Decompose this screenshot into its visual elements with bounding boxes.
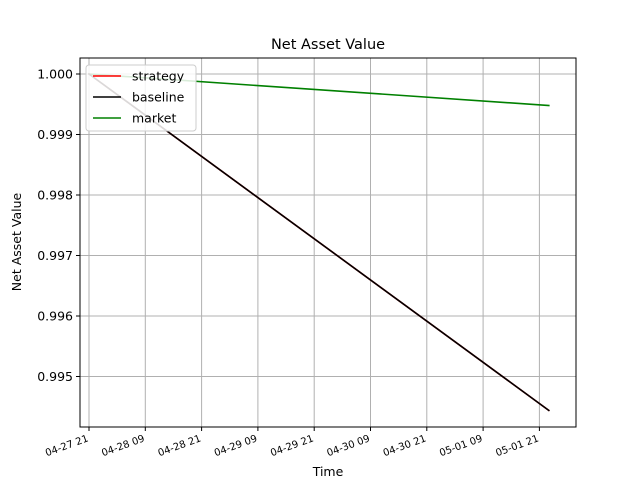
y-tick-label: 0.998 [37, 188, 73, 203]
chart-title: Net Asset Value [271, 37, 385, 53]
y-tick-label: 1.000 [37, 67, 73, 82]
x-axis-label: Time [312, 464, 344, 479]
grid [80, 58, 576, 427]
y-tick-label: 0.999 [37, 127, 73, 142]
legend: strategy baseline market [85, 64, 197, 132]
y-axis-label: Net Asset Value [9, 193, 24, 292]
legend-label-baseline: baseline [132, 90, 185, 105]
legend-box [85, 64, 197, 132]
legend-label-strategy: strategy [132, 69, 185, 84]
legend-label-market: market [132, 111, 176, 126]
plot-frame [79, 57, 577, 428]
y-tick-label: 0.997 [37, 248, 73, 263]
y-tick-label: 0.996 [37, 309, 73, 324]
y-tick-label: 0.995 [37, 369, 73, 384]
